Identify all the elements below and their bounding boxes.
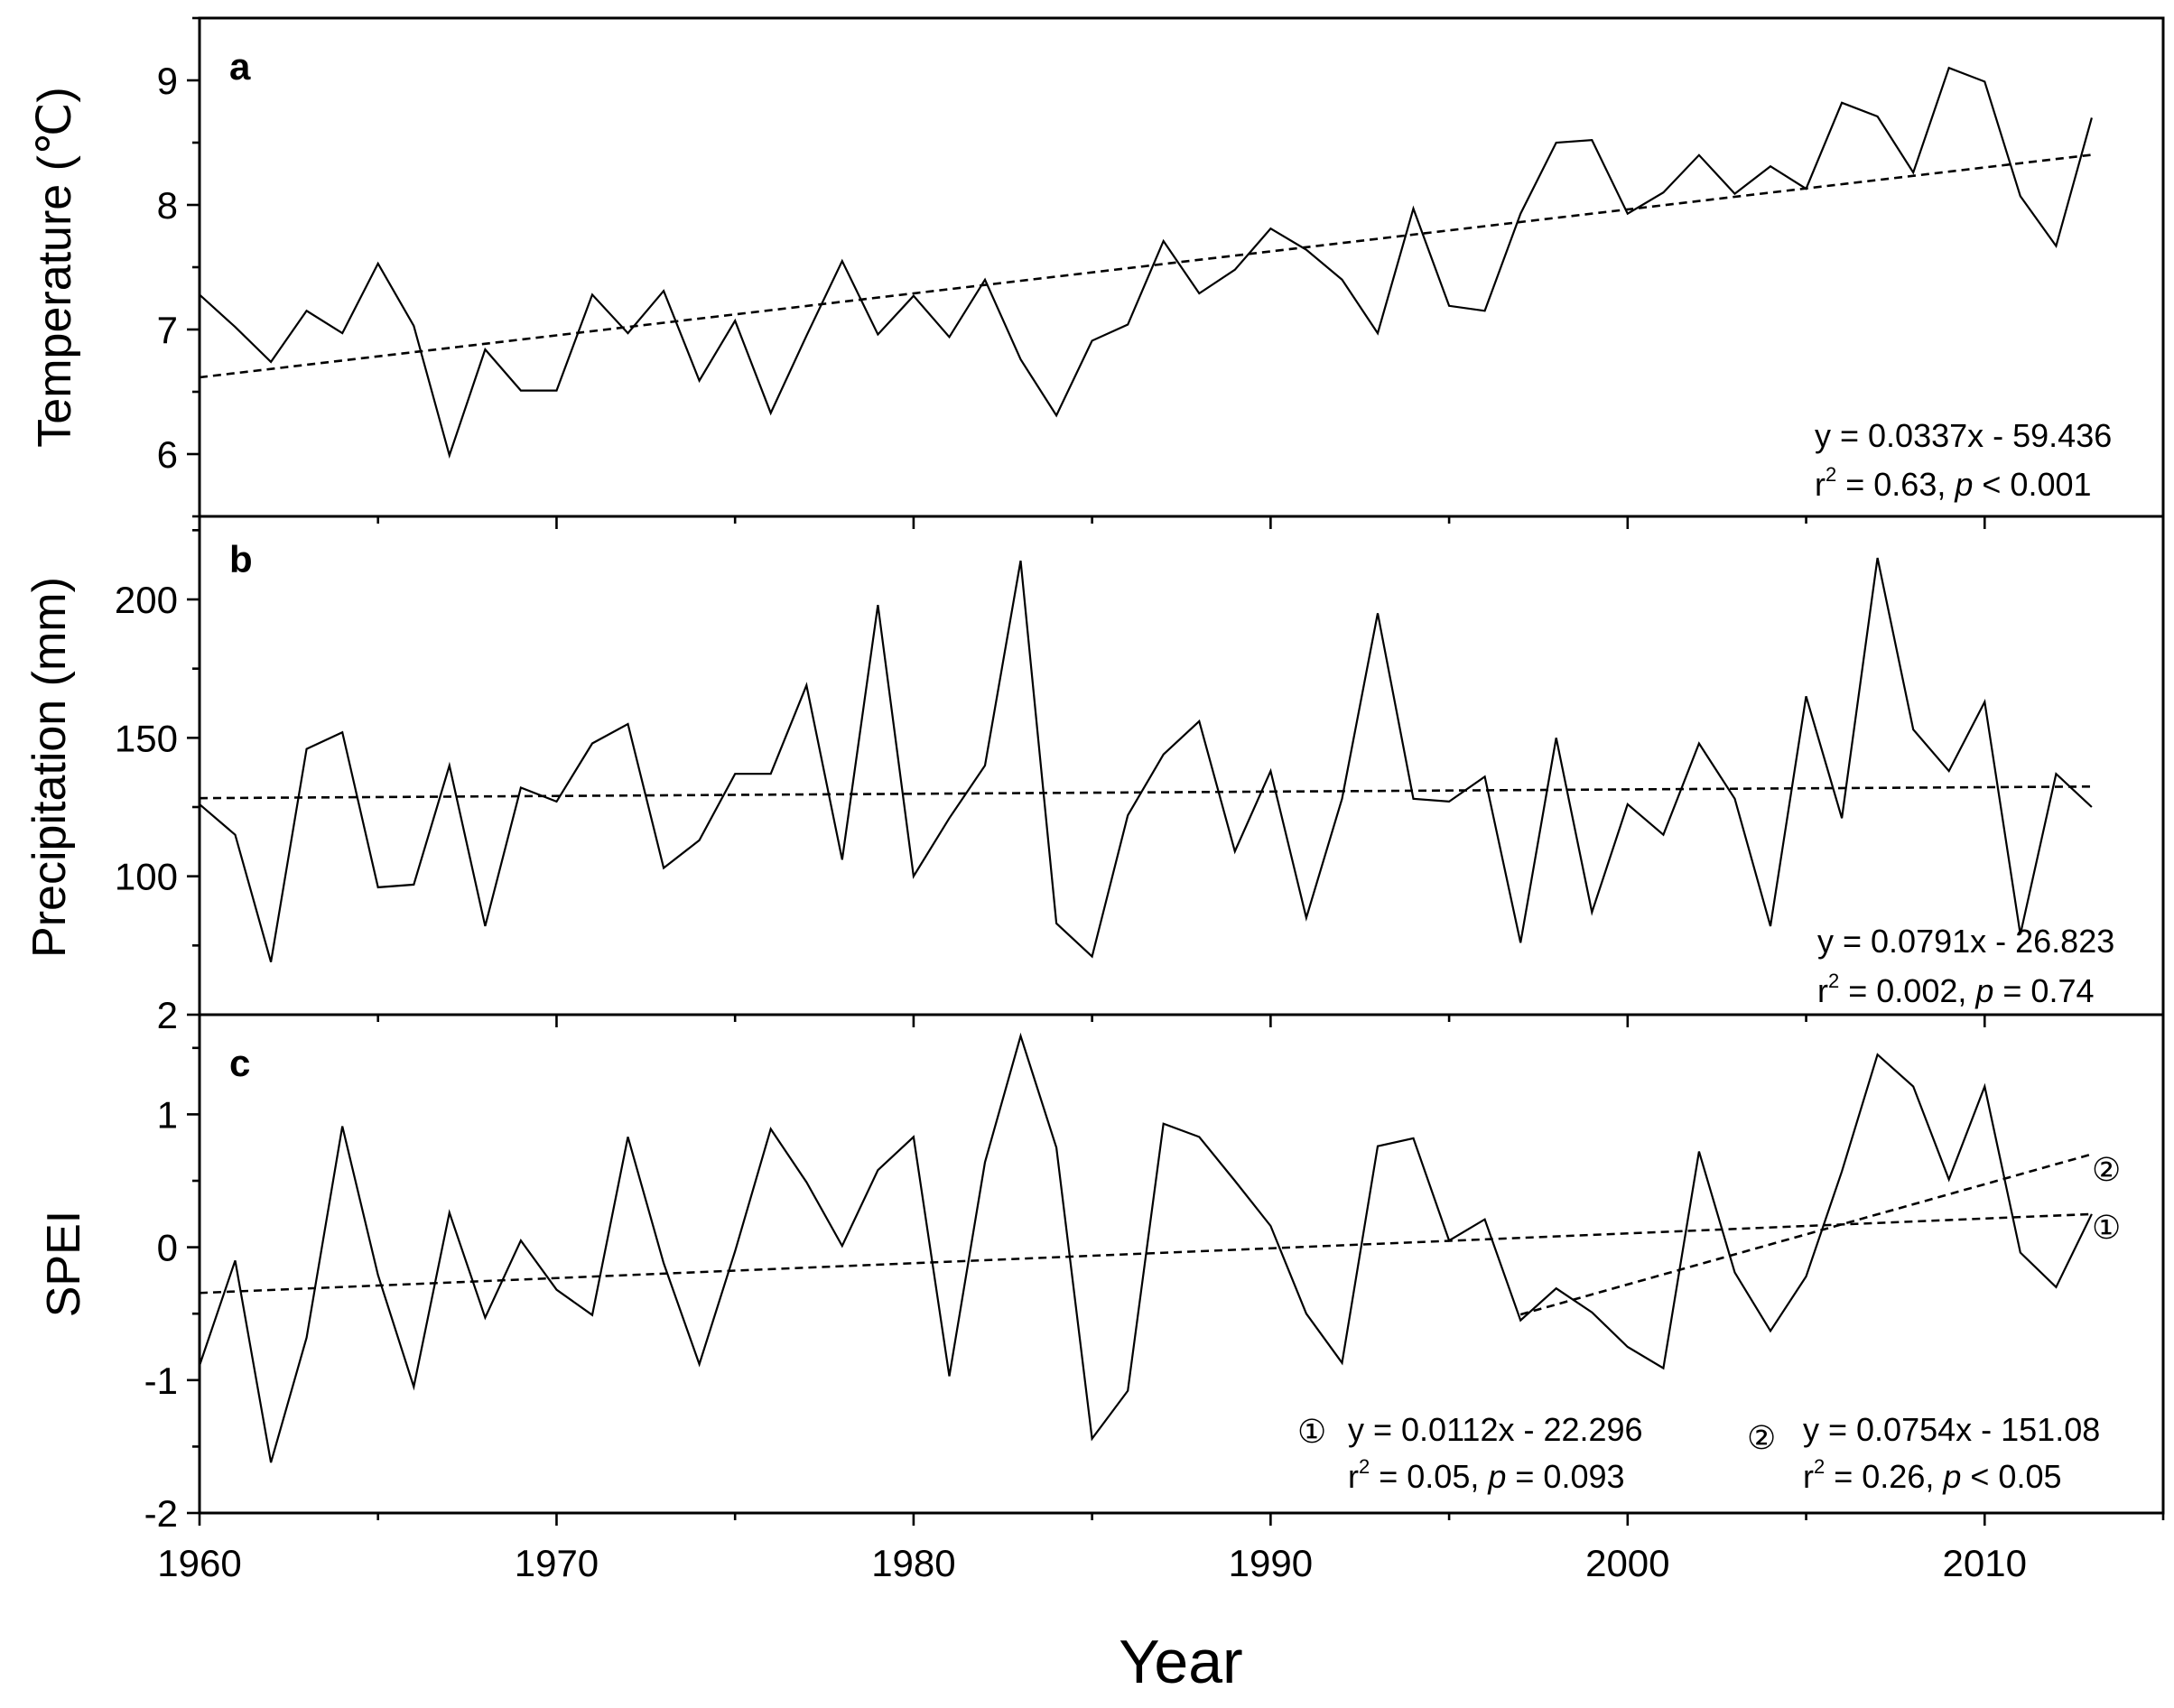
y-tick-label: 100 [115, 856, 178, 898]
trendline-c-2 [1519, 1153, 2093, 1316]
panel-c: c -2 -1 0 1 SPEI ② ① ① y = 0.0112x - 22.296… [38, 1013, 2165, 1535]
x-axis-label: Year [1119, 1628, 1242, 1696]
x-tick-label: 2000 [1585, 1542, 1669, 1584]
panel-b-y-axis-label: Precipitation (mm) [23, 577, 76, 958]
panel-a-equation: y = 0.0337x - 59.436 r2 = 0.63, p < 0.00… [1815, 417, 2112, 503]
panel-c-marks [198, 1032, 2093, 1463]
r-letter: r [1817, 972, 1828, 1009]
y-tick-label: 9 [157, 60, 178, 102]
y-tick-label: 8 [157, 184, 178, 227]
y-tick-label: 150 [115, 717, 178, 759]
r-letter: r [1348, 1458, 1359, 1495]
r-letter: r [1815, 466, 1826, 503]
r2-value: = 0.05, [1370, 1458, 1488, 1495]
panel-b: b 2 100 150 200 Precipitation (mm) y = 0.07… [23, 515, 2165, 1036]
panel-c-stats-2-line: r2 = 0.26, p < 0.05 [1803, 1455, 2061, 1495]
x-tick-label: 1960 [157, 1542, 241, 1584]
x-axis: 1960 1970 1980 1990 2000 2010 [157, 1542, 2027, 1584]
panel-b-equation: y = 0.0791x - 26.823 r2 = 0.002, p = 0.7… [1817, 923, 2114, 1009]
panel-c-frame [198, 1013, 2165, 1515]
panel-a-equation-line: y = 0.0337x - 59.436 [1815, 417, 2112, 454]
panel-b-stats-line: r2 = 0.002, p = 0.74 [1817, 970, 2095, 1009]
panel-a-y-ticks: 6 7 8 9 [157, 16, 2165, 529]
y-tick-label: -1 [144, 1360, 178, 1402]
p-letter: p [1954, 466, 1973, 503]
trendline-c-1 [199, 1212, 2092, 1295]
panel-a: a 6 7 8 9 Temperature (℃) y = 0.0337x - 59.… [29, 16, 2165, 529]
p-letter: p [1974, 972, 1993, 1009]
y-tick-label: 200 [115, 579, 178, 621]
panel-c-label: c [229, 1042, 250, 1084]
panel-b-marks [199, 557, 2093, 962]
panel-c-equation-1: ① y = 0.0112x - 22.296 r2 = 0.05, p = 0.… [1297, 1411, 1643, 1495]
panel-c-y-ticks: -2 -1 0 1 [144, 1046, 2165, 1535]
p-value: = 0.093 [1506, 1458, 1624, 1495]
r-superscript: 2 [1359, 1455, 1370, 1478]
panel-b-y-ticks: 2 100 150 200 [115, 529, 2165, 1036]
y-tick-label: 7 [157, 309, 178, 351]
x-tick-label: 1970 [515, 1542, 599, 1584]
p-letter: p [1942, 1458, 1961, 1495]
panel-c-stats-1-line: r2 = 0.05, p = 0.093 [1348, 1455, 1625, 1495]
x-tick-label: 2010 [1943, 1542, 2027, 1584]
equation-2-marker: ② [1747, 1420, 1776, 1457]
p-letter: p [1487, 1458, 1506, 1495]
r-superscript: 2 [1826, 463, 1836, 486]
panel-c-equation-1-line: y = 0.0112x - 22.296 [1348, 1411, 1643, 1448]
panel-b-label: b [229, 538, 253, 580]
r2-value: = 0.63, [1836, 466, 1955, 503]
r2-value: = 0.26, [1825, 1458, 1943, 1495]
series-line-b [199, 557, 2093, 962]
p-value: < 0.001 [1973, 466, 2091, 503]
equation-1-marker: ① [1297, 1414, 1326, 1451]
panel-c-equation-2-line: y = 0.0754x - 151.08 [1803, 1411, 2100, 1448]
series-line-c [198, 1032, 2093, 1463]
y-tick-label: 2 [157, 994, 178, 1036]
panel-a-y-axis-label: Temperature (℃) [29, 87, 81, 447]
panel-a-label: a [229, 45, 251, 88]
p-value: < 0.05 [1961, 1458, 2061, 1495]
series-line-a [199, 66, 2093, 459]
trendline-a-1 [199, 153, 2093, 379]
x-tick-label: 1980 [871, 1542, 955, 1584]
panel-a-marks [199, 66, 2093, 459]
y-tick-label: 6 [157, 433, 178, 476]
r2-value: = 0.002, [1839, 972, 1975, 1009]
panel-b-equation-line: y = 0.0791x - 26.823 [1817, 923, 2114, 960]
r-superscript: 2 [1814, 1455, 1825, 1478]
y-tick-label: 1 [157, 1093, 178, 1136]
trendline-2-marker: ② [2092, 1152, 2121, 1189]
panel-a-stats-line: r2 = 0.63, p < 0.001 [1815, 463, 2092, 503]
y-tick-label: -2 [144, 1492, 178, 1535]
r-letter: r [1803, 1458, 1814, 1495]
y-tick-label: 0 [157, 1227, 178, 1269]
x-tick-label: 1990 [1229, 1542, 1313, 1584]
panel-c-equation-2: ② y = 0.0754x - 151.08 r2 = 0.26, p < 0.… [1747, 1411, 2100, 1495]
trendline-b-1 [199, 784, 2092, 800]
r-superscript: 2 [1828, 970, 1839, 992]
panel-c-y-axis-label: SPEI [38, 1211, 90, 1318]
p-value: = 0.74 [1993, 972, 2094, 1009]
trendline-1-marker: ① [2092, 1210, 2121, 1247]
